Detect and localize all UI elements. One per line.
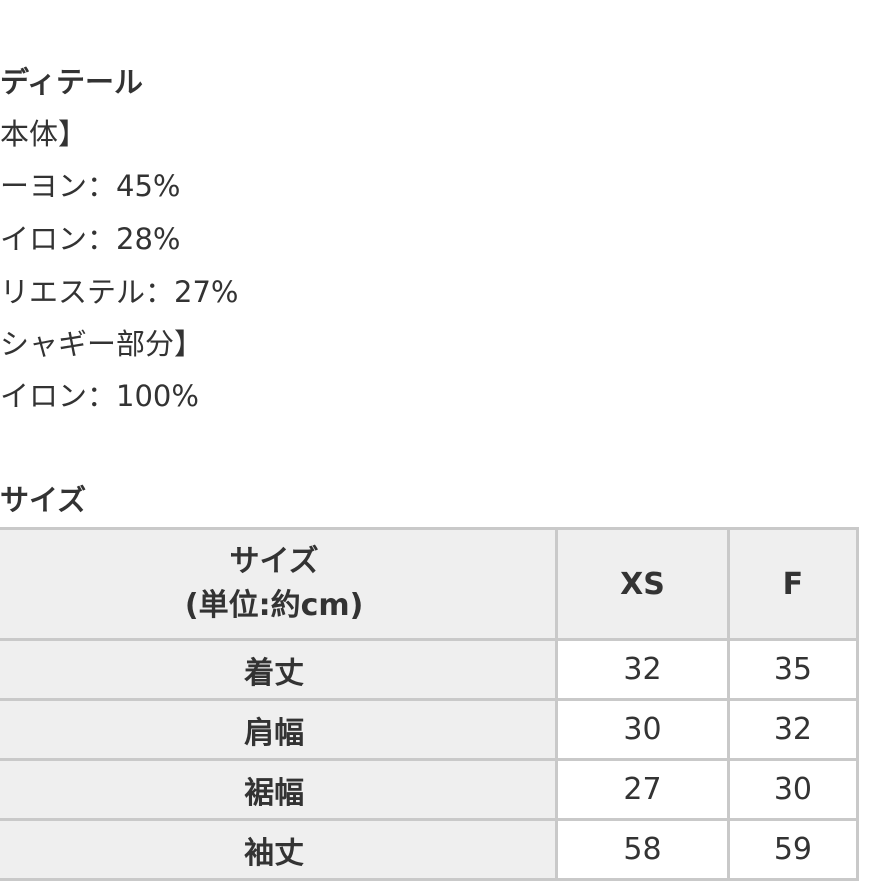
row-label: 袖丈: [0, 818, 559, 881]
header-label: サイズ: [229, 544, 319, 579]
cell-f: 30: [726, 758, 860, 821]
size-table: サイズ (単位:約cm) XS F 着丈 32 35 肩幅 30 32 裾幅 2…: [0, 527, 860, 881]
cell-f: 32: [726, 698, 860, 761]
cell-f: 59: [726, 818, 860, 881]
cell-xs: 27: [555, 758, 730, 821]
cell-xs: 30: [555, 698, 730, 761]
cell-f: 35: [726, 638, 860, 701]
table-row: 袖丈 58 59: [0, 818, 860, 881]
table-row: 着丈 32 35: [0, 638, 860, 701]
row-label: 肩幅: [0, 698, 559, 761]
header-col-f: F: [726, 527, 860, 641]
details-line: イロン：100%: [0, 379, 199, 413]
details-line: イロン：28%: [0, 222, 181, 256]
details-line: シャギー部分】: [0, 327, 204, 361]
table-row: 裾幅 27 30: [0, 758, 860, 821]
details-line: 本体】: [0, 117, 88, 151]
row-label: 着丈: [0, 638, 559, 701]
header-unit: (単位:約cm): [184, 588, 364, 623]
row-label: 裾幅: [0, 758, 559, 821]
table-header-row: サイズ (単位:約cm) XS F: [0, 527, 860, 641]
table-row: 肩幅 30 32: [0, 698, 860, 761]
details-line: リエステル：27%: [0, 275, 239, 309]
header-col-xs: XS: [555, 527, 730, 641]
details-title: ディテール: [0, 65, 143, 99]
header-label-cell: サイズ (単位:約cm): [0, 527, 559, 641]
cell-xs: 58: [555, 818, 730, 881]
details-line: ーヨン：45%: [0, 169, 181, 203]
size-section-title: サイズ: [0, 483, 87, 517]
cell-xs: 32: [555, 638, 730, 701]
